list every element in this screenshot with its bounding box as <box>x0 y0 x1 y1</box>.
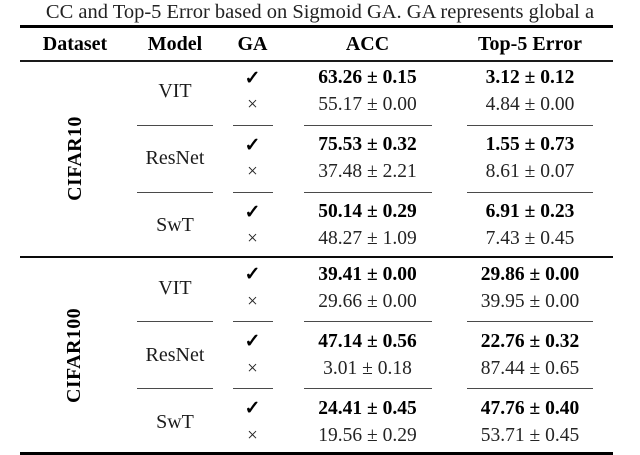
model-name: SwT <box>156 410 194 433</box>
acc-value: 48.27 ± 1.09 <box>318 228 417 250</box>
header-bottom-rule <box>20 60 613 62</box>
table-row: × 48.27 ± 1.09 7.43 ± 0.45 <box>220 226 640 253</box>
midrule-model <box>137 124 213 126</box>
model-block-vit: VIT ✓ 63.26 ± 0.15 3.12 ± 0.12 × 55.17 ±… <box>0 65 640 119</box>
acc-value: 55.17 ± 0.00 <box>318 94 417 116</box>
table-row: ✓ 47.14 ± 0.56 22.76 ± 0.32 <box>220 328 640 355</box>
ga-cross-mark: × <box>247 94 258 116</box>
model-name: VIT <box>158 80 192 103</box>
table-row: ✓ 75.53 ± 0.32 1.55 ± 0.73 <box>220 132 640 159</box>
midrule-top5 <box>467 191 593 193</box>
column-midrules <box>0 315 640 328</box>
midrule-ga <box>233 124 273 126</box>
model-block-resnet: ResNet ✓ 47.14 ± 0.56 22.76 ± 0.32 × 3.0… <box>0 328 640 382</box>
midrule-acc <box>304 191 432 193</box>
model-block-vit: VIT ✓ 39.41 ± 0.00 29.86 ± 0.00 × 29.66 … <box>0 261 640 315</box>
dataset-label-text: CIFAR100 <box>63 307 86 403</box>
top5-error-value: 29.86 ± 0.00 <box>480 263 580 285</box>
midrule-acc <box>304 388 432 390</box>
ga-cross-mark: × <box>247 290 258 312</box>
midrule-ga <box>233 191 273 193</box>
midrule-model <box>137 321 213 323</box>
midrule-model <box>137 388 213 390</box>
column-midrules <box>0 186 640 199</box>
ga-check-mark: ✓ <box>244 398 261 420</box>
top5-error-value: 53.71 ± 0.45 <box>480 424 580 446</box>
model-name: ResNet <box>145 147 205 170</box>
top5-error-value: 7.43 ± 0.45 <box>485 228 575 250</box>
midrule-model <box>137 191 213 193</box>
midrule-top5 <box>467 124 593 126</box>
acc-value: 3.01 ± 0.18 <box>323 357 412 379</box>
ga-cross-mark: × <box>247 424 258 446</box>
table-row: × 37.48 ± 2.21 8.61 ± 0.07 <box>220 159 640 186</box>
table-row: × 3.01 ± 0.18 87.44 ± 0.65 <box>220 355 640 382</box>
table-top-rule <box>20 25 613 28</box>
model-block-swt: SwT ✓ 50.14 ± 0.29 6.91 ± 0.23 × 48.27 ±… <box>0 199 640 253</box>
dataset-section-cifar10: CIFAR10 VIT ✓ 63.26 ± 0.15 3.12 ± 0.12 ×… <box>0 62 640 256</box>
ga-check-mark: ✓ <box>244 331 261 353</box>
top5-error-value: 1.55 ± 0.73 <box>485 134 575 156</box>
acc-value: 19.56 ± 0.29 <box>318 424 417 446</box>
ga-cross-mark: × <box>247 228 258 250</box>
ga-check-mark: ✓ <box>244 67 261 89</box>
header-model: Model <box>147 32 203 55</box>
top5-error-value: 47.76 ± 0.40 <box>480 397 580 419</box>
ga-cross-mark: × <box>247 161 258 183</box>
table-row: ✓ 63.26 ± 0.15 3.12 ± 0.12 <box>220 65 640 92</box>
top5-error-value: 8.61 ± 0.07 <box>485 161 575 183</box>
dataset-label-cifar10: CIFAR10 <box>20 62 130 256</box>
header-acc: ACC <box>345 32 390 55</box>
dataset-section-cifar100: CIFAR100 VIT ✓ 39.41 ± 0.00 29.86 ± 0.00… <box>0 258 640 452</box>
model-block-swt: SwT ✓ 24.41 ± 0.45 47.76 ± 0.40 × 19.56 … <box>0 395 640 449</box>
table-row: × 29.66 ± 0.00 39.95 ± 0.00 <box>220 288 640 315</box>
acc-value: 63.26 ± 0.15 <box>318 67 417 89</box>
model-name: VIT <box>158 276 192 299</box>
column-midrules <box>0 382 640 395</box>
column-midrules <box>0 119 640 132</box>
dataset-label-text: CIFAR10 <box>63 116 86 201</box>
top5-error-value: 39.95 ± 0.00 <box>480 290 580 312</box>
top5-error-value: 22.76 ± 0.32 <box>480 330 580 352</box>
acc-value: 39.41 ± 0.00 <box>318 263 417 285</box>
table-row: ✓ 50.14 ± 0.29 6.91 ± 0.23 <box>220 199 640 226</box>
model-block-resnet: ResNet ✓ 75.53 ± 0.32 1.55 ± 0.73 × 37.4… <box>0 132 640 186</box>
midrule-acc <box>304 321 432 323</box>
ga-check-mark: ✓ <box>244 134 261 156</box>
acc-value: 50.14 ± 0.29 <box>318 201 417 223</box>
top5-error-value: 4.84 ± 0.00 <box>485 94 575 116</box>
top5-error-value: 3.12 ± 0.12 <box>485 67 575 89</box>
header-ga: GA <box>237 32 268 55</box>
midrule-ga <box>233 388 273 390</box>
table-row: ✓ 24.41 ± 0.45 47.76 ± 0.40 <box>220 395 640 422</box>
header-dataset: Dataset <box>42 32 108 55</box>
dataset-label-cifar100: CIFAR100 <box>20 258 130 452</box>
acc-value: 24.41 ± 0.45 <box>318 397 417 419</box>
acc-value: 47.14 ± 0.56 <box>318 330 417 352</box>
model-name: ResNet <box>145 343 205 366</box>
table-bottom-rule <box>20 452 613 455</box>
table-header-row: Dataset Model GA ACC Top-5 Error <box>0 28 640 60</box>
acc-value: 29.66 ± 0.00 <box>318 290 417 312</box>
model-name: SwT <box>156 214 194 237</box>
header-top5-error: Top-5 Error <box>478 32 582 55</box>
midrule-top5 <box>467 388 593 390</box>
top5-error-value: 6.91 ± 0.23 <box>485 201 575 223</box>
ga-cross-mark: × <box>247 357 258 379</box>
acc-value: 37.48 ± 2.21 <box>318 161 417 183</box>
midrule-top5 <box>467 321 593 323</box>
table-caption: CC and Top-5 Error based on Sigmoid GA. … <box>45 1 595 23</box>
table-row: × 55.17 ± 0.00 4.84 ± 0.00 <box>220 92 640 119</box>
midrule-acc <box>304 124 432 126</box>
ga-check-mark: ✓ <box>244 264 261 286</box>
acc-value: 75.53 ± 0.32 <box>318 134 417 156</box>
ga-check-mark: ✓ <box>244 201 261 223</box>
midrule-ga <box>233 321 273 323</box>
table-row: × 19.56 ± 0.29 53.71 ± 0.45 <box>220 422 640 449</box>
table-row: ✓ 39.41 ± 0.00 29.86 ± 0.00 <box>220 261 640 288</box>
section-separator-rule <box>20 255 613 259</box>
top5-error-value: 87.44 ± 0.65 <box>480 357 580 379</box>
